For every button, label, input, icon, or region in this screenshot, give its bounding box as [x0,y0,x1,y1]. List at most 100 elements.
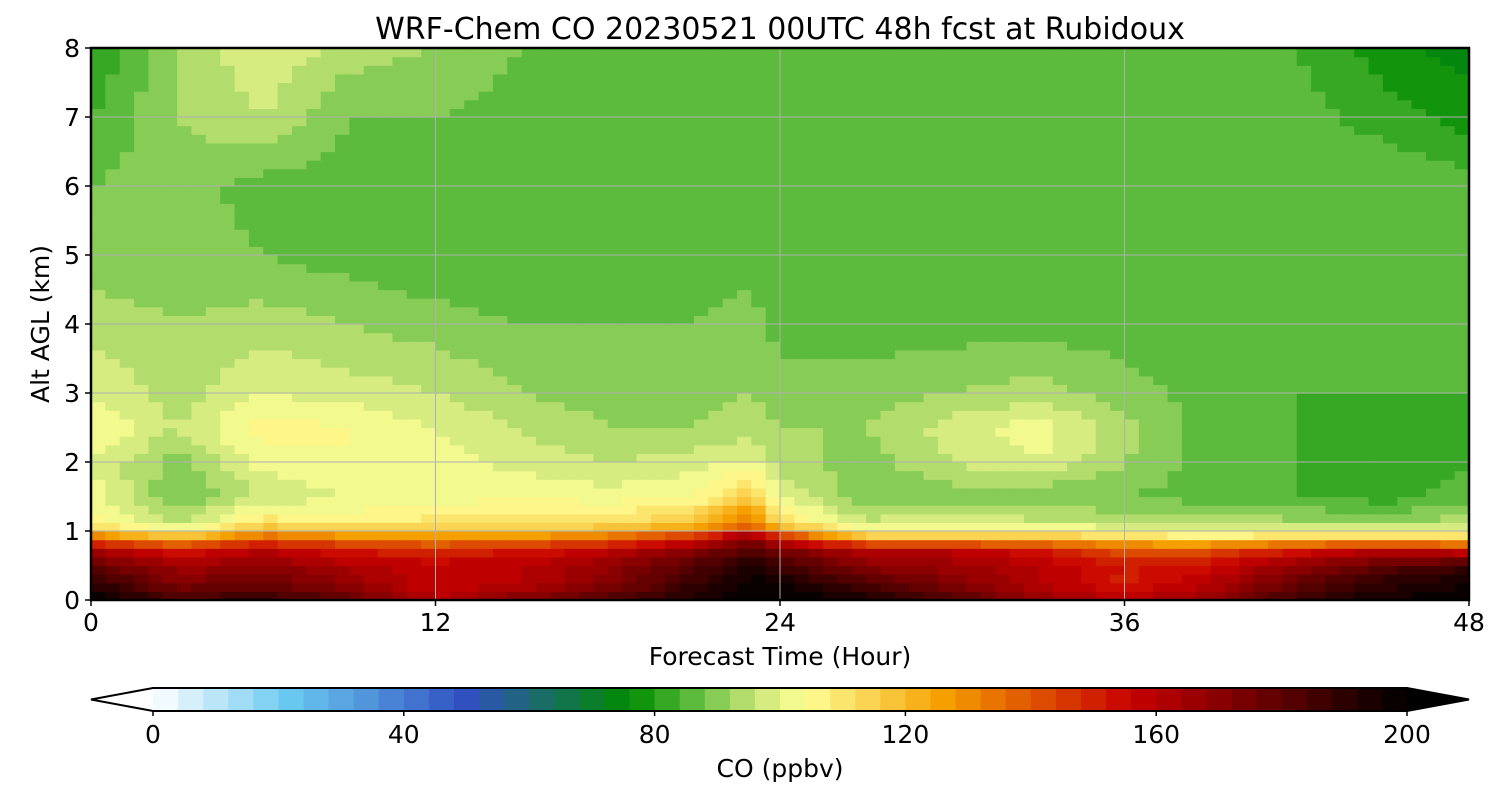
heatmap-cell [277,255,293,265]
heatmap-cell [808,358,824,368]
heatmap-cell [148,237,164,247]
heatmap-cell [1382,565,1398,575]
heatmap-cell [751,410,767,420]
heatmap-cell [650,315,666,325]
heatmap-cell [650,151,666,161]
heatmap-cell [1411,427,1427,437]
heatmap-cell [119,393,135,403]
heatmap-cell [349,168,365,178]
heatmap-cell [1296,341,1312,351]
heatmap-cell [564,160,580,170]
heatmap-cell [966,531,982,541]
heatmap-cell [1110,418,1126,429]
heatmap-cell [1210,393,1226,403]
heatmap-cell [205,453,221,463]
heatmap-cell [349,556,365,567]
heatmap-cell [823,462,839,472]
heatmap-cell [550,470,566,480]
heatmap-cell [406,384,422,394]
heatmap-cell [866,384,882,394]
heatmap-cell [851,548,867,558]
heatmap-cell [177,255,193,265]
heatmap-cell [952,280,968,291]
heatmap-cell [1311,539,1327,549]
heatmap-cell [1124,324,1140,334]
heatmap-cell [736,186,752,196]
heatmap-cell [851,324,867,334]
heatmap-cell [1296,410,1312,420]
heatmap-cell [909,539,925,549]
heatmap-cell [650,289,666,299]
heatmap-cell [1325,237,1341,247]
heatmap-cell [823,272,839,282]
heatmap-cell [177,229,193,239]
heatmap-cell [665,332,681,342]
heatmap-cell [823,401,839,411]
heatmap-cell [952,203,968,213]
heatmap-cell [320,298,336,308]
heatmap-cell [1368,375,1384,385]
heatmap-cell [277,393,293,403]
heatmap-cell [521,229,537,239]
heatmap-cell [1067,401,1083,411]
heatmap-cell [851,565,867,575]
heatmap-cell [780,255,795,265]
heatmap-cell [851,384,867,394]
heatmap-cell [134,375,150,385]
heatmap-cell [650,220,666,230]
heatmap-cell [851,229,867,239]
heatmap-cell [378,358,394,368]
heatmap-cell [1411,479,1427,489]
heatmap-cell [1382,556,1398,567]
heatmap-cell [1296,367,1312,377]
heatmap-cell [263,591,279,600]
heatmap-cell [248,280,264,291]
heatmap-cell [406,401,422,411]
heatmap-cell [492,315,508,325]
heatmap-cell [105,324,121,334]
heatmap-cell [1095,263,1111,273]
heatmap-cell [679,315,695,325]
heatmap-cell [693,367,709,377]
heatmap-cell [909,168,925,178]
heatmap-cell [1454,255,1469,265]
heatmap-cell [1181,237,1197,247]
heatmap-cell [708,582,724,592]
heatmap-cell [923,229,939,239]
heatmap-cell [636,513,652,523]
heatmap-cell [1110,186,1126,196]
heatmap-cell [1440,531,1456,541]
heatmap-cell [1296,349,1312,360]
heatmap-cell [220,522,236,532]
heatmap-cell [650,384,666,394]
heatmap-cell [780,272,795,282]
heatmap-cell [134,168,150,178]
heatmap-cell [1440,384,1456,394]
heatmap-cell [1339,427,1355,437]
heatmap-cell [392,280,408,291]
heatmap-cell [378,487,394,498]
heatmap-cell [1368,522,1384,532]
heatmap-cell [205,151,221,161]
heatmap-cell [894,487,910,498]
heatmap-cell [1081,349,1097,360]
heatmap-cell [507,375,523,385]
heatmap-cell [449,505,465,515]
heatmap-cell [622,436,638,446]
heatmap-cell [980,168,996,178]
heatmap-cell [1397,375,1413,385]
heatmap-cell [421,186,437,196]
heatmap-cell [1038,410,1054,420]
heatmap-cell [1425,401,1441,411]
heatmap-cell [421,272,437,282]
heatmap-cell [751,341,767,351]
heatmap-cell [751,393,767,403]
heatmap-cell [823,565,839,575]
heatmap-cell [866,556,882,567]
heatmap-cell [679,444,695,454]
heatmap-cell [1282,384,1298,394]
heatmap-cell [119,427,135,437]
heatmap-cell [1110,556,1126,567]
heatmap-cell [952,272,968,282]
heatmap-cell [909,453,925,463]
